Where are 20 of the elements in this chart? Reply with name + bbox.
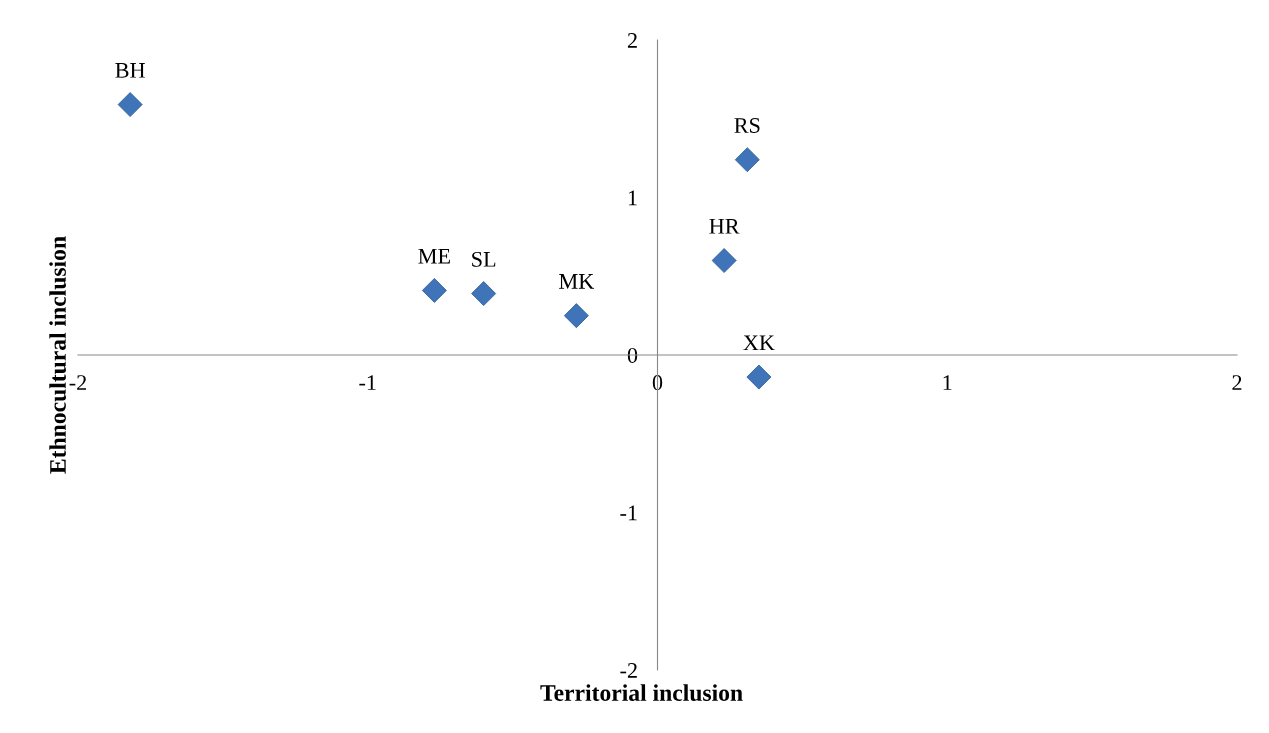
annotation: BH [115, 63, 145, 78]
annotation: XK [743, 335, 775, 351]
y-tick-label: 2 [627, 32, 637, 48]
x-tick-label: -1 [359, 375, 376, 390]
y-tick-label: -2 [620, 662, 637, 678]
annotation: HR [709, 218, 740, 234]
y-tick-label: 1 [628, 190, 637, 206]
x-tick-label: 2 [1232, 375, 1242, 390]
y-tick-label: 0 [627, 347, 638, 363]
annotation: SL [472, 251, 496, 267]
annotation: RS [734, 118, 760, 133]
x-axis-title: Territorial inclusion [540, 684, 743, 701]
point [471, 281, 497, 307]
y-axis-title: Ethnocultural inclusion [49, 236, 66, 474]
annotation: ME [418, 248, 450, 264]
x-tick-label: 1 [943, 375, 952, 390]
y-tick-label: -1 [620, 505, 637, 521]
x-tick-label: 0 [652, 375, 663, 391]
annotation: MK [559, 274, 595, 289]
x-tick-label: -2 [69, 375, 87, 390]
